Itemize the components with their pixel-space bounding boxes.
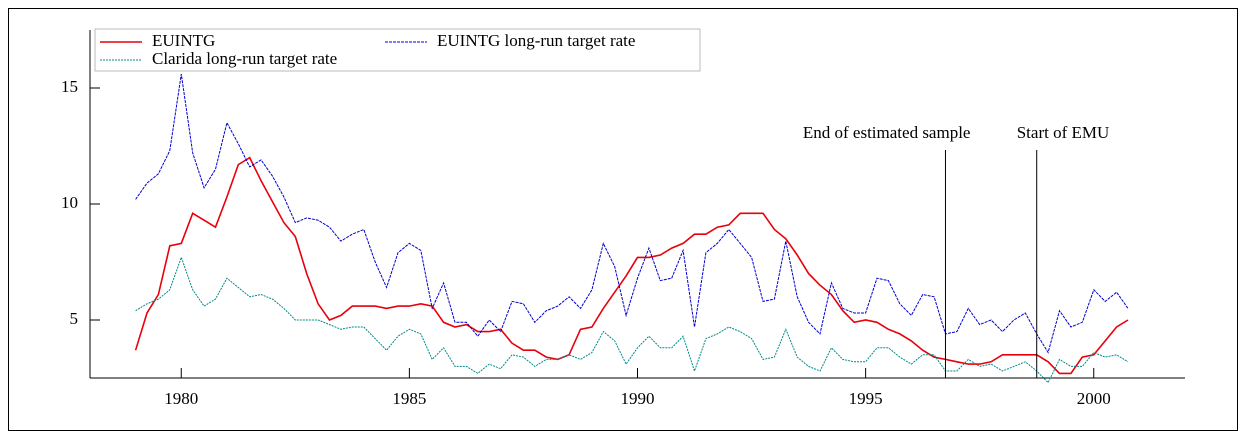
legend-label: EUINTG long-run target rate [437,31,635,50]
x-tick-label: 1995 [849,389,883,408]
x-tick-label: 2000 [1077,389,1111,408]
x-tick-label: 1980 [164,389,198,408]
legend-label: EUINTG [152,31,215,50]
legend [94,28,701,72]
y-tick-label: 5 [70,309,79,328]
x-tick-label: 1990 [621,389,655,408]
annotation-text: End of estimated sample [803,123,971,142]
series-line [134,156,1129,375]
legend-label: Clarida long-run target rate [152,49,337,68]
series-line [135,255,1129,384]
series-line [135,74,1129,354]
annotation-text: Start of EMU [1017,123,1110,142]
y-tick-label: 15 [61,77,78,96]
x-tick-label: 1985 [392,389,426,408]
y-tick-label: 10 [61,193,78,212]
